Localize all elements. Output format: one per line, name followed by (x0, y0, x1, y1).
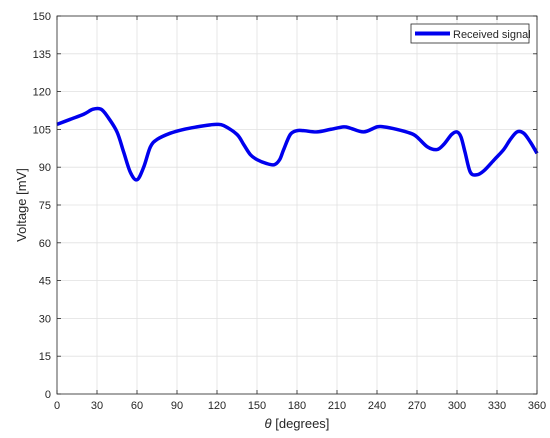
y-tick-label: 90 (39, 162, 51, 174)
x-tick-label: 0 (54, 400, 60, 412)
x-tick-label: 240 (368, 400, 386, 412)
x-tick-label: 180 (288, 400, 306, 412)
y-tick-label: 15 (39, 351, 51, 363)
x-tick-label: 210 (328, 400, 346, 412)
legend-box (410, 23, 530, 44)
x-axis-label: θ [degrees] (265, 416, 330, 431)
y-tick-label: 135 (33, 49, 51, 61)
x-tick-label: 90 (171, 400, 183, 412)
y-tick-label: 60 (39, 238, 51, 250)
y-tick-label: 105 (33, 124, 51, 136)
series-line-received-signal (56, 106, 539, 182)
series-layer (56, 106, 539, 182)
x-axis-label-symbol: θ (265, 416, 272, 431)
y-tick-label: 45 (39, 276, 51, 288)
x-axis-ticks: 0 30 60 90 120 150 180 210 240 270 300 330 360 (54, 16, 546, 412)
y-tick-label: 120 (33, 87, 51, 99)
y-tick-label: 0 (45, 389, 51, 401)
x-tick-label: 30 (91, 400, 103, 412)
x-tick-label: 270 (408, 400, 426, 412)
x-tick-label: 150 (248, 400, 266, 412)
legend: Received signal (410, 23, 531, 44)
x-tick-label: 330 (488, 400, 506, 412)
y-axis-label: Voltage [mV] (14, 168, 29, 242)
legend-label: Received signal (453, 29, 531, 41)
x-tick-label: 360 (528, 400, 546, 412)
y-tick-label: 30 (39, 313, 51, 325)
grid-lines (56, 15, 538, 395)
y-tick-label: 150 (33, 11, 51, 23)
y-tick-label: 75 (39, 200, 51, 212)
x-tick-label: 120 (208, 400, 226, 412)
x-axis-label-unit: [degrees] (272, 416, 330, 431)
y-axis-ticks: 0 15 30 45 60 75 90 105 120 135 150 (33, 11, 537, 401)
x-tick-label: 60 (131, 400, 143, 412)
x-tick-label: 300 (448, 400, 466, 412)
